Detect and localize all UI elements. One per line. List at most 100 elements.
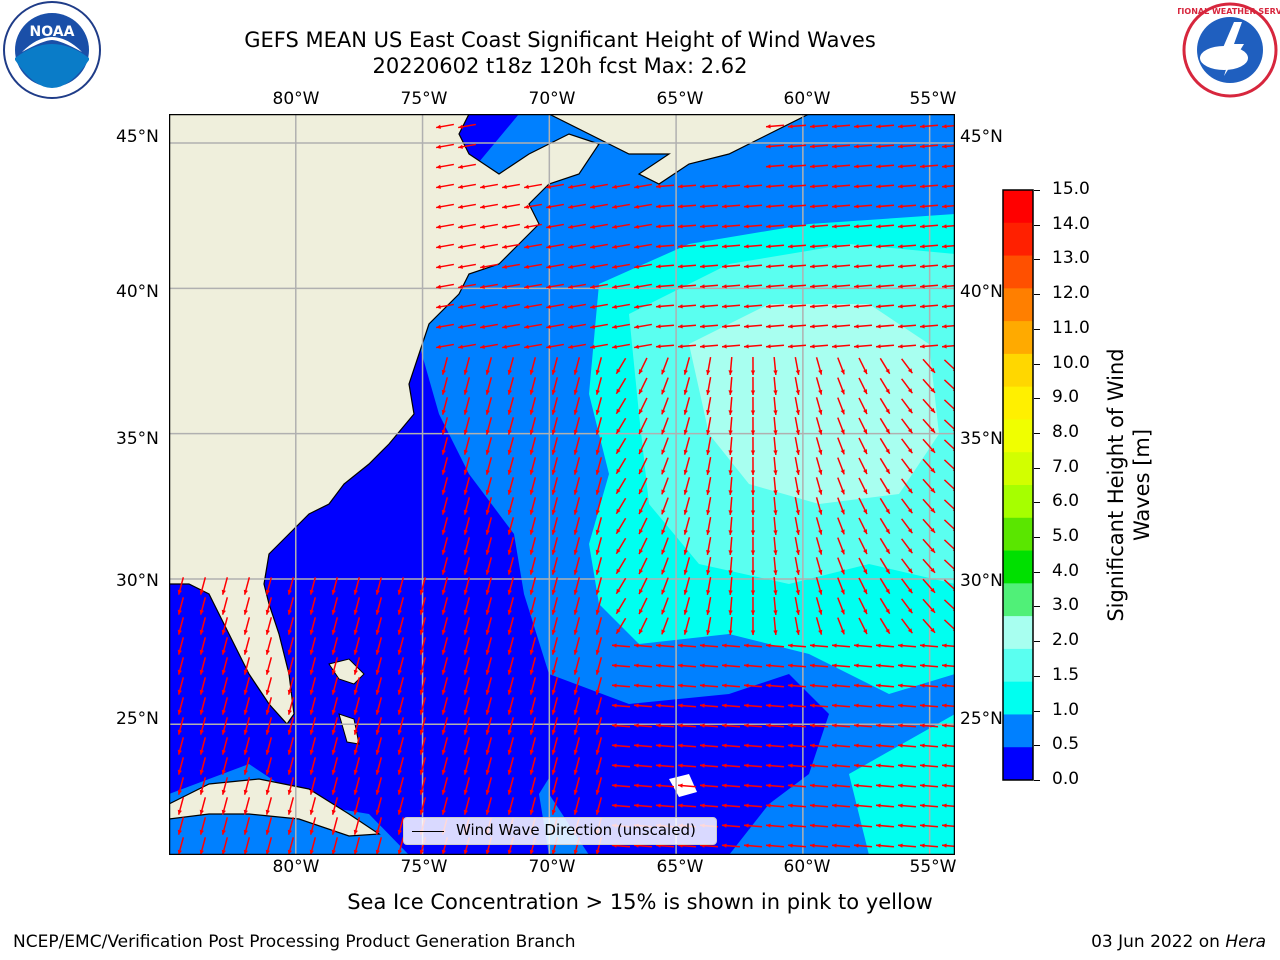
vector-arrow-head	[551, 549, 556, 555]
vector-arrow-head	[773, 410, 778, 415]
wave-band-0-0-pocket	[549, 674, 829, 855]
vector-arrow-head	[568, 284, 573, 289]
vector-arrow-head	[920, 823, 925, 828]
vector-arrow-head	[920, 843, 925, 848]
vector-arrow-head	[942, 643, 947, 648]
vector-arrow-head	[397, 669, 402, 675]
vector-arrow-head	[573, 469, 578, 475]
vector-arrow-head	[885, 628, 890, 634]
vector-arrow-head	[616, 448, 621, 454]
vector-arrow-head	[243, 789, 248, 795]
vector-arrow-head	[199, 669, 204, 675]
vector-arrow-head	[441, 789, 446, 795]
vector-arrow-head	[616, 468, 621, 474]
vector-arrow-head	[700, 683, 705, 688]
vector-arrow-head	[529, 389, 534, 395]
vector-arrow-head	[706, 570, 711, 575]
vector-arrow-head	[353, 629, 358, 635]
vector-arrow-head	[942, 703, 947, 708]
vector-arrow-head	[818, 569, 823, 575]
land-north-america	[169, 114, 600, 725]
vector-arrow-head	[863, 469, 867, 475]
vector-arrow-head	[728, 590, 733, 595]
vector-arrow-head	[942, 683, 947, 688]
vector-arrow-head	[458, 344, 463, 349]
vector-arrow-head	[485, 409, 490, 415]
vector-arrow-head	[634, 184, 639, 189]
vector-arrow-head	[788, 264, 793, 269]
colorbar-tick-label: 6.0	[1052, 491, 1080, 512]
vector-arrow-head	[722, 224, 727, 229]
vector-arrow-head	[595, 789, 600, 795]
vector-arrow-head	[678, 783, 683, 788]
vector-arrow-head	[885, 468, 890, 474]
vector-arrow-head	[728, 630, 733, 635]
vector-arrow-head	[463, 449, 468, 455]
vector-arrow-head	[634, 803, 639, 808]
vector-arrow-head	[863, 369, 867, 375]
vector-arrow-head	[199, 629, 204, 635]
vector-arrow-head	[287, 709, 292, 715]
vector-arrow-head	[773, 550, 778, 555]
vector-arrow-head	[744, 703, 749, 708]
vector-arrow-head	[854, 164, 859, 169]
vector-arrow-head	[832, 324, 837, 329]
colorbar-tick	[1034, 224, 1040, 226]
vector-arrow-head	[502, 324, 507, 329]
vector-arrow-head	[331, 689, 336, 695]
vector-arrow-head	[788, 743, 793, 748]
vector-arrow-head	[788, 144, 793, 149]
vector-arrow-head	[595, 589, 600, 595]
vector-arrow-head	[573, 609, 578, 615]
vector-arrow-head	[551, 729, 556, 735]
lon-label-bottom: 75°W	[400, 857, 448, 877]
vector-arrow-head	[463, 489, 468, 495]
lat-label-left: 25°N	[116, 709, 159, 729]
vector-arrow-head	[942, 783, 947, 788]
vector-arrow-head	[573, 769, 578, 775]
vector-arrow-head	[221, 589, 226, 595]
vector-arrow-head	[639, 409, 643, 415]
vector-arrow-head	[942, 264, 947, 269]
vector-arrow-head	[353, 729, 358, 735]
vector-arrow-head	[331, 749, 336, 755]
vector-arrow-head	[907, 408, 913, 414]
vector-arrow-head	[441, 669, 446, 675]
vector-arrow-head	[529, 549, 534, 555]
colorbar-tick	[1034, 780, 1040, 781]
vector-arrow-head	[750, 630, 756, 635]
vector-arrow-head	[507, 749, 512, 755]
footer-date: 03 Jun 2022 on Hera	[1091, 932, 1266, 952]
vector-arrow-head	[810, 284, 815, 289]
vector-arrow-head	[810, 304, 815, 309]
vector-arrow-head	[840, 569, 845, 575]
footer-date-text: 03 Jun 2022 on	[1091, 932, 1226, 952]
vector-arrow-head	[898, 743, 903, 748]
vector-arrow-head	[309, 789, 314, 795]
vector-arrow-head	[942, 763, 947, 768]
vector-arrow-head	[507, 669, 512, 675]
vector-arrow-head	[678, 344, 683, 349]
vector-arrow-head	[795, 470, 800, 475]
vector-arrow	[943, 479, 955, 491]
vector-arrow-head	[700, 803, 705, 808]
vector-arrow-head	[573, 369, 578, 375]
vector-arrow-head	[832, 783, 837, 788]
vector-arrow-head	[795, 510, 800, 515]
vector-arrow-head	[863, 589, 867, 595]
vector-arrow-head	[463, 549, 468, 555]
vector-arrow-head	[485, 649, 490, 655]
vector-arrow-head	[854, 803, 859, 808]
vector-arrow-head	[898, 643, 903, 648]
vector-arrow-head	[463, 809, 468, 815]
vector-arrow-head	[795, 490, 800, 495]
vector-arrow-head	[441, 729, 446, 735]
vector-arrow-head	[375, 649, 380, 655]
colorbar-title-line2: Waves [m]	[1130, 428, 1154, 542]
vector-arrow-head	[331, 589, 336, 595]
vector-arrow-head	[568, 324, 573, 329]
colorbar-tick	[1034, 294, 1040, 296]
vector-arrow-head	[766, 723, 771, 728]
vector-arrow-head	[612, 244, 617, 249]
vector-arrow-head	[832, 643, 837, 648]
